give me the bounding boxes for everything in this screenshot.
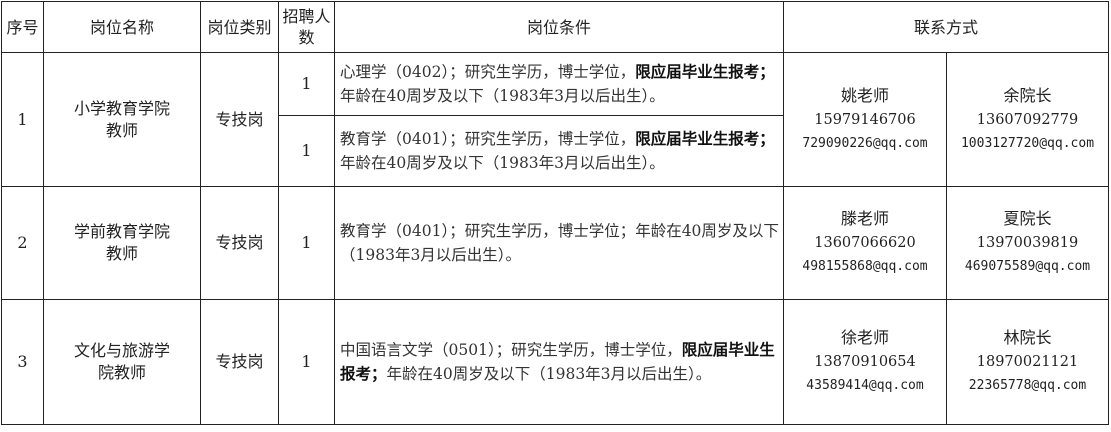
header-row: 序号 岗位名称 岗位类别 招聘人数 岗位条件 联系方式 [1, 1, 1109, 53]
contact-name: 林院长 [1003, 328, 1052, 347]
recruit-count: 1 [278, 186, 335, 300]
position-type: 专技岗 [200, 299, 279, 425]
contact-name: 姚老师 [840, 85, 889, 105]
condition-text: 中国语言文学（0501）；研究生学历，博士学位， [340, 341, 682, 359]
condition-highlight: 限应届毕业生报考； [635, 129, 775, 148]
position-name: 学前教育学院教师 [43, 186, 201, 300]
contact-phone: 13607092779 [976, 111, 1079, 128]
header-conditions: 岗位条件 [334, 1, 784, 53]
contact-email: 469075589@qq.com [964, 259, 1091, 274]
contact-name: 徐老师 [840, 328, 889, 347]
condition-highlight: 限应届毕业生报考； [340, 340, 775, 383]
table-row: 1 小学教育学院教师 专技岗 1 心理学（0402）；研究生学历，博士学位，限应届毕业生… [1, 52, 1109, 187]
recruit-count: 1 [278, 115, 335, 187]
table-row: 2 学前教育学院教师 专技岗 1 教育学（0401）；研究生学历，博士学位；年龄在40周… [1, 186, 1109, 300]
condition-text: 心理学（0402）；研究生学历，博士学位， [340, 63, 636, 81]
condition-text: 教育学（0401）；研究生学历，博士学位， [340, 130, 636, 148]
table-row: 3 文化与旅游学院教师 专技岗 1 中国语言文学（0501）；研究生学历，博士学位，限应… [1, 299, 1109, 425]
contact-cell: 夏院长 13970039819 469075589@qq.com [946, 186, 1109, 300]
position-type: 专技岗 [200, 52, 279, 187]
contact-name: 夏院长 [1003, 209, 1052, 228]
contact-cell: 林院长 18970021121 22365778@qq.com [946, 299, 1109, 425]
position-name: 小学教育学院教师 [43, 52, 201, 187]
condition-text: 年龄在40周岁及以下（1983年3月以后出生）。 [340, 87, 665, 105]
position-conditions: 心理学（0402）；研究生学历，博士学位，限应届毕业生报考； 年龄在40周岁及以下… [334, 52, 784, 116]
contact-phone: 13970039819 [976, 235, 1079, 251]
contact-cell: 滕老师 13607066620 498155868@qq.com [783, 186, 947, 300]
header-no: 序号 [1, 1, 44, 53]
contact-name: 滕老师 [840, 209, 889, 228]
contact-phone: 13870910654 [814, 354, 916, 370]
contact-cell: 徐老师 13870910654 43589414@qq.com [783, 299, 947, 425]
condition-text: 年龄在40周岁及以下（1983年3月以后出生）。 [340, 154, 665, 172]
contact-phone: 18970021121 [976, 354, 1079, 370]
recruit-count: 1 [278, 299, 335, 425]
contact-email: 729090226@qq.com [802, 135, 928, 151]
row-number: 3 [1, 299, 44, 425]
position-type: 专技岗 [200, 186, 279, 300]
contact-cell: 姚老师 15979146706 729090226@qq.com [783, 52, 947, 187]
header-contact: 联系方式 [783, 1, 1109, 53]
row-number: 2 [1, 186, 44, 300]
position-name: 文化与旅游学院教师 [43, 299, 201, 425]
position-conditions: 中国语言文学（0501）；研究生学历，博士学位，限应届毕业生报考；年龄在40周岁… [334, 299, 784, 425]
contact-phone: 15979146706 [814, 111, 916, 128]
contact-email: 498155868@qq.com [802, 259, 928, 274]
condition-highlight: 限应届毕业生报考； [635, 62, 775, 81]
row-number: 1 [1, 52, 44, 187]
table-row: 1 教育学（0401）；研究生学历，博士学位，限应届毕业生报考； 年龄在40周岁及以… [2, 115, 1109, 187]
header-type: 岗位类别 [200, 1, 279, 53]
condition-text: 教育学（0401）；研究生学历，博士学位；年龄在40周岁及以下（1983年3月以… [340, 222, 779, 264]
condition-text: 年龄在40周岁及以下（1983年3月以后出生）。 [386, 365, 712, 383]
position-conditions: 教育学（0401）；研究生学历，博士学位，限应届毕业生报考； 年龄在40周岁及以下… [334, 115, 784, 187]
contact-email: 1003127720@qq.com [960, 135, 1095, 151]
contact-cell: 余院长 13607092779 1003127720@qq.com [946, 52, 1109, 187]
recruitment-table: 序号 岗位名称 岗位类别 招聘人数 岗位条件 联系方式 1 小学教育学院教师 专技岗… [1, 1, 1109, 425]
contact-name: 余院长 [1003, 85, 1052, 105]
contact-phone: 13607066620 [814, 235, 916, 251]
header-name: 岗位名称 [43, 1, 201, 53]
recruit-count: 1 [278, 52, 335, 116]
contact-email: 22365778@qq.com [968, 378, 1087, 393]
position-conditions: 教育学（0401）；研究生学历，博士学位；年龄在40周岁及以下（1983年3月以… [334, 186, 784, 300]
header-count: 招聘人数 [278, 1, 335, 53]
contact-email: 43589414@qq.com [806, 378, 924, 393]
